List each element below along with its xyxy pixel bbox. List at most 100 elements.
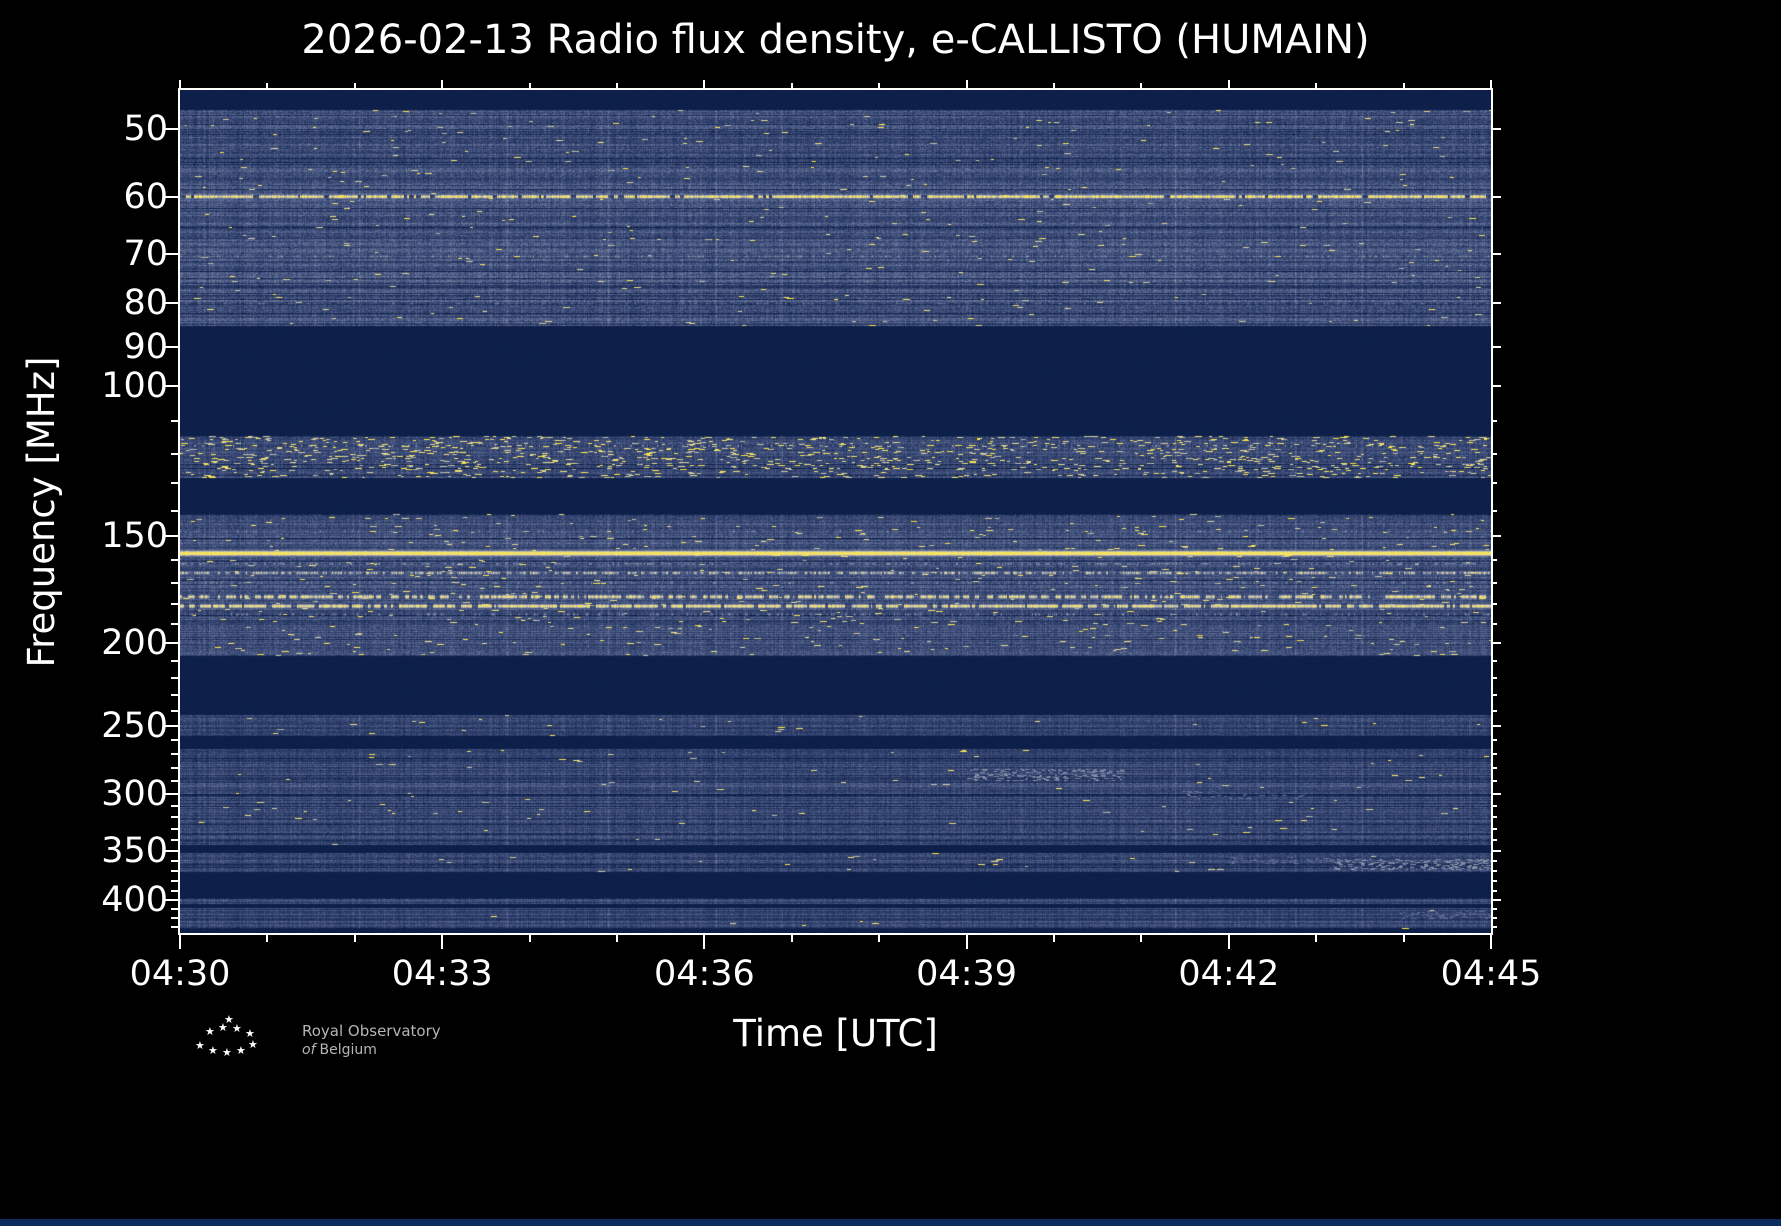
y-minor-tick-right [1493, 660, 1497, 663]
y-minor-tick [171, 660, 178, 663]
y-minor-tick [171, 766, 178, 769]
x-minor-tick [1053, 935, 1056, 942]
y-tick-label: 200 [101, 623, 168, 664]
spectrogram-canvas [180, 90, 1491, 933]
x-major-tick [965, 935, 968, 949]
y-minor-tick-right [1493, 482, 1497, 485]
y-minor-tick [171, 623, 178, 626]
y-minor-tick-right [1493, 838, 1497, 841]
y-minor-tick [171, 779, 178, 782]
y-major-tick-right [1493, 195, 1501, 198]
y-minor-tick [171, 804, 178, 807]
y-minor-tick-right [1493, 559, 1497, 562]
y-minor-tick-right [1493, 452, 1497, 455]
y-minor-tick-right [1493, 804, 1497, 807]
x-major-tick [1227, 935, 1230, 949]
y-tick-label: 70 [123, 233, 168, 274]
x-tick-label: 04:36 [653, 954, 755, 994]
y-minor-tick [171, 603, 178, 606]
y-minor-tick-right [1493, 709, 1497, 712]
x-minor-tick-top [353, 83, 356, 88]
y-minor-tick [171, 709, 178, 712]
y-minor-tick [171, 482, 178, 485]
x-major-tick-top [179, 80, 181, 88]
y-major-tick-right [1493, 642, 1501, 645]
y-minor-tick-right [1493, 509, 1497, 512]
x-major-tick-top [965, 80, 968, 88]
logo-star-icon [218, 1022, 230, 1034]
y-major-tick [164, 535, 178, 538]
y-minor-tick-right [1493, 917, 1497, 920]
y-minor-tick-right [1493, 889, 1497, 892]
y-major-tick [164, 849, 178, 852]
y-minor-tick [171, 452, 178, 455]
y-minor-tick-right [1493, 870, 1497, 873]
x-major-tick [179, 935, 181, 949]
y-major-tick-right [1493, 385, 1501, 388]
y-minor-tick-right [1493, 693, 1497, 696]
y-minor-tick [171, 509, 178, 512]
x-minor-tick [353, 935, 356, 942]
y-minor-tick [171, 827, 178, 830]
y-minor-tick [171, 677, 178, 680]
y-tick-label: 400 [101, 880, 168, 921]
y-major-tick-right [1493, 724, 1501, 727]
y-axis-label: Frequency [MHz] [20, 356, 63, 668]
logo-star-icon [236, 1045, 248, 1057]
y-tick-label: 250 [101, 705, 168, 746]
x-minor-tick [266, 935, 269, 942]
y-tick-label: 80 [123, 283, 168, 324]
y-minor-tick [171, 581, 178, 584]
y-major-tick [164, 385, 178, 388]
y-minor-tick [171, 889, 178, 892]
x-axis-label: Time [UTC] [733, 1012, 938, 1055]
x-tick-label: 04:30 [129, 954, 231, 994]
y-major-tick-right [1493, 849, 1501, 852]
y-minor-tick-right [1493, 623, 1497, 626]
y-major-tick-right [1493, 128, 1501, 131]
y-minor-tick-right [1493, 926, 1497, 928]
y-minor-tick [171, 917, 178, 920]
y-major-tick-right [1493, 899, 1501, 902]
x-major-tick-top [703, 80, 706, 88]
y-minor-tick-right [1493, 779, 1497, 782]
y-minor-tick [171, 816, 178, 819]
logo-text-line2: of Belgium [302, 1042, 377, 1058]
logo-text-line1: Royal Observatory [302, 1022, 441, 1040]
y-minor-tick [171, 753, 178, 756]
x-minor-tick-top [1140, 83, 1143, 88]
x-minor-tick-top [878, 83, 881, 88]
x-minor-tick-top [1402, 83, 1405, 88]
y-major-tick [164, 302, 178, 305]
y-minor-tick [171, 559, 178, 562]
y-minor-tick [171, 926, 178, 928]
y-minor-tick [171, 860, 178, 863]
x-minor-tick-top [528, 83, 531, 88]
y-minor-tick-right [1493, 766, 1497, 769]
y-minor-tick [171, 880, 178, 883]
y-tick-label: 50 [123, 109, 168, 150]
x-major-tick-top [1227, 80, 1230, 88]
x-major-tick [1490, 935, 1492, 949]
y-minor-tick [171, 908, 178, 911]
x-tick-label: 04:45 [1440, 954, 1542, 994]
y-tick-label: 60 [123, 176, 168, 217]
y-minor-tick [171, 693, 178, 696]
x-minor-tick-top [1315, 83, 1318, 88]
logo-star-icon [222, 1047, 234, 1059]
y-minor-tick [171, 739, 178, 742]
y-minor-tick-right [1493, 816, 1497, 819]
y-major-tick [164, 252, 178, 255]
y-major-tick-right [1493, 252, 1501, 255]
y-minor-tick-right [1493, 603, 1497, 606]
y-major-tick-right [1493, 535, 1501, 538]
y-major-tick [164, 128, 178, 131]
y-minor-tick-right [1493, 581, 1497, 584]
y-tick-label: 350 [101, 830, 168, 871]
y-minor-tick-right [1493, 880, 1497, 883]
y-minor-tick-right [1493, 753, 1497, 756]
x-major-tick [441, 935, 444, 949]
chart-title: 2026-02-13 Radio flux density, e-CALLIST… [301, 17, 1370, 63]
x-minor-tick [1315, 935, 1318, 942]
